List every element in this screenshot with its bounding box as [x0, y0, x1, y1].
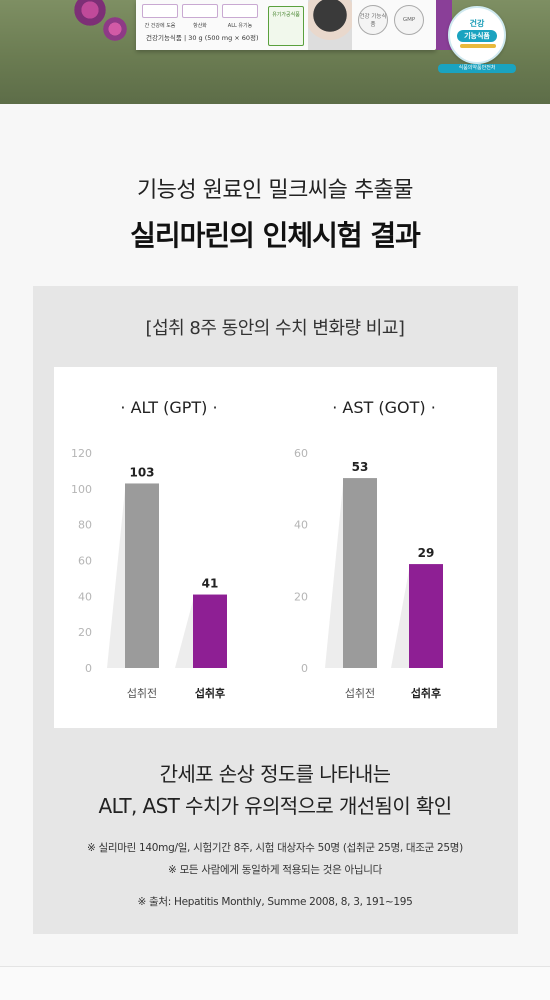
footnote: ※ 실리마린 140mg/일, 시험기간 8주, 시험 대상자수 50명 (섭취… [87, 842, 463, 854]
y-tick-label: 120 [71, 447, 92, 460]
y-tick-label: 40 [78, 590, 92, 603]
source-note: ※ 출처: Hepatitis Monthly, Summe 2008, 8, … [137, 896, 413, 908]
y-tick-label: 100 [71, 483, 92, 496]
bar [125, 483, 159, 668]
badge-text: 기능식품 [457, 30, 497, 42]
bar-shadow [325, 484, 343, 668]
badge-caption: 식품의약품안전처 [438, 64, 516, 73]
y-tick-label: 60 [294, 447, 308, 460]
product-weight: 건강기능식품 | 30 g (500 mg × 60정) [146, 34, 259, 42]
category-label: 섭취후 [195, 686, 225, 700]
data-label: 41 [202, 577, 219, 591]
category-label: 섭취전 [345, 687, 375, 700]
bar-shadow [175, 600, 193, 668]
feature-label: 간 건강에 도움 [144, 23, 176, 29]
bar [343, 478, 377, 668]
feature-icon [142, 4, 178, 18]
divider [0, 966, 550, 967]
footnote: ※ 모든 사람에게 동일하게 적용되는 것은 아닙니다 [168, 864, 382, 876]
y-tick-label: 20 [294, 590, 308, 603]
bar [193, 594, 227, 668]
data-label: 103 [129, 465, 154, 479]
chart-title: · ALT (GPT) · [120, 398, 217, 417]
result-text: ALT, AST 수치가 유의적으로 개선됨이 확인 [98, 794, 452, 818]
bar [409, 564, 443, 668]
footer-area [0, 967, 550, 1000]
swoosh-icon [460, 44, 496, 48]
organic-badge: 유기가공식품 [268, 6, 304, 46]
panel-caption: [섭취 8주 동안의 수치 변화량 비교] [145, 318, 405, 339]
data-label: 29 [418, 546, 435, 560]
category-label: 섭취후 [411, 686, 441, 700]
health-food-seal: 건강 기능식품 [358, 5, 388, 35]
y-tick-label: 60 [78, 555, 92, 568]
product-banner: 간 건강에 도움 항산화 ALL 유기농 건강기능식품 | 30 g (500 … [0, 0, 550, 104]
y-tick-label: 0 [301, 662, 308, 675]
category-label: 섭취전 [127, 687, 157, 700]
bar-shadow [107, 489, 125, 668]
feature-label: ALL 유기농 [227, 23, 253, 29]
chart-title: · AST (GOT) · [332, 398, 436, 417]
health-functional-food-badge: 건강 기능식품 [448, 6, 506, 64]
data-label: 53 [352, 460, 369, 474]
bar-shadow [391, 570, 409, 668]
feature-icon [182, 4, 218, 18]
section-title: 실리마린의 인체시험 결과 [130, 219, 421, 252]
milk-thistle-flower-image [100, 14, 130, 44]
badge-text: 건강 [469, 19, 485, 28]
feature-label: 항산화 [193, 23, 207, 29]
section-subtitle: 기능성 원료인 밀크씨슬 추출물 [136, 178, 414, 203]
y-tick-label: 80 [78, 519, 92, 532]
y-tick-label: 40 [294, 519, 308, 532]
product-box: 간 건강에 도움 항산화 ALL 유기농 건강기능식품 | 30 g (500 … [136, 0, 436, 50]
feature-icon [222, 4, 258, 18]
model-photo [308, 0, 352, 50]
y-tick-label: 20 [78, 626, 92, 639]
gmp-seal: GMP [394, 5, 424, 35]
y-tick-label: 0 [85, 662, 92, 675]
result-text: 간세포 손상 정도를 나타내는 [159, 762, 391, 786]
chart-card: · ALT (GPT) · 0 20 40 60 80 100 120 103 섭취전 41 섭취후 ·… [54, 367, 497, 728]
bar-charts: · ALT (GPT) · 0 20 40 60 80 100 120 103 섭취전 41 섭취후 ·… [71, 398, 443, 700]
